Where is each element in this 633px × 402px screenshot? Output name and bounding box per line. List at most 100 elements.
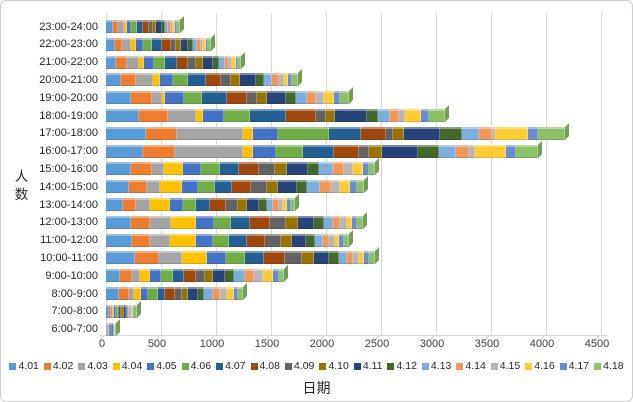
bar-segment: [196, 233, 213, 247]
bar-segment: [132, 233, 150, 247]
bar-segment: [538, 126, 565, 140]
bar-segment: [386, 126, 394, 140]
bar-segment: [120, 269, 133, 283]
bar-segment: [110, 322, 112, 336]
bar-segment: [356, 215, 364, 229]
bar-segment: [109, 322, 110, 336]
bar-segment: [235, 55, 238, 69]
x-tick-label: 4000: [529, 338, 555, 350]
bar-segment: [130, 304, 132, 318]
x-tick-label: 4500: [584, 338, 610, 350]
bar-segment: [253, 126, 278, 140]
category-label: 18:00-19:00: [39, 109, 98, 122]
bar-segment: [159, 73, 174, 87]
bar-segment: [244, 251, 265, 265]
bar-segment: [334, 233, 340, 247]
bar-segment: [175, 20, 177, 33]
bar-segment: [106, 233, 133, 247]
bar-segment: [361, 126, 387, 140]
bar-row: [106, 105, 449, 122]
bar-segment: [134, 287, 141, 300]
x-axis-title: 日期: [302, 380, 331, 396]
bar-segment: [283, 198, 288, 211]
bar-segment: [277, 126, 330, 140]
legend: 4.01 4.02 4.03 4.04 4.05 4.06 4.07 4.08 4.09 4.10…: [1, 360, 632, 372]
bar-segment: [187, 287, 198, 300]
bar-segment: [231, 215, 251, 229]
category-label: 8:00-9:00: [51, 287, 98, 300]
bar-segment: [234, 287, 239, 300]
bar-segment: [200, 37, 204, 51]
bar-segment: [202, 109, 224, 122]
bar-segment: [237, 55, 242, 69]
bar-3d-cap: [363, 211, 368, 229]
bar-segment: [229, 55, 233, 69]
legend-item: 4.09: [284, 360, 315, 372]
bar-segment: [290, 198, 296, 211]
bar-segment: [134, 304, 137, 318]
bar-segment: [156, 20, 162, 33]
bar-segment: [232, 180, 252, 194]
bar-segment: [278, 73, 285, 87]
bar-segment: [334, 109, 367, 122]
legend-label: 4.03: [87, 360, 108, 372]
bar-segment: [440, 126, 463, 140]
bar-row: [106, 122, 569, 140]
bar-segment: [203, 37, 206, 51]
bar-segment: [239, 162, 259, 176]
legend-item: 4.16: [525, 360, 555, 372]
bar-segment: [340, 91, 349, 105]
bar-segment: [269, 215, 287, 229]
bar-segment: [316, 91, 324, 105]
bar-3d-cap: [349, 229, 353, 247]
bar-segment: [393, 126, 405, 140]
bar-segment: [123, 304, 126, 318]
bar-segment: [256, 91, 267, 105]
bar-segment: [159, 180, 182, 194]
legend-label: 4.09: [293, 360, 315, 372]
legend-label: 4.04: [121, 360, 143, 372]
bar-segment: [196, 109, 203, 122]
bar-segment: [110, 304, 113, 318]
bar-segment: [238, 287, 244, 300]
bar-segment: [146, 180, 160, 194]
legend-label: 4.01: [18, 360, 39, 372]
legend-item: 4.03: [78, 360, 108, 372]
bar-segment: [175, 287, 182, 300]
bar-row: [106, 176, 369, 194]
bar-row: [106, 158, 380, 176]
bar-segment: [332, 162, 344, 176]
bar-segment: [128, 304, 131, 318]
bar-segment: [112, 20, 119, 33]
x-axis-line: [99, 335, 607, 336]
bar-row: [106, 140, 543, 158]
bar-segment: [125, 304, 128, 318]
bar-segment: [246, 198, 259, 211]
bar-3d-cap: [243, 283, 248, 300]
bar-row: [106, 194, 300, 211]
bar-segment: [149, 233, 170, 247]
legend-label: 4.06: [190, 360, 212, 372]
bar-segment: [346, 251, 354, 265]
legend-label: 4.05: [156, 360, 177, 372]
legend-swatch: [147, 362, 155, 370]
category-label: 7:00-8:00: [51, 305, 98, 318]
bar-segment: [200, 162, 221, 176]
bar-segment: [183, 269, 196, 283]
bar-segment: [368, 251, 376, 265]
bar-segment: [196, 55, 203, 69]
x-tick-label: 2000: [309, 338, 335, 350]
bar-segment: [177, 55, 189, 69]
legend-label: 4.08: [259, 360, 280, 372]
bar-segment: [492, 126, 496, 140]
bar-segment: [278, 269, 285, 283]
bar-row: [106, 51, 246, 69]
bar-3d-cap: [375, 247, 380, 265]
bar-segment: [213, 215, 232, 229]
bar-3d-cap: [348, 87, 353, 105]
bar-segment: [131, 215, 150, 229]
category-label: 16:00-17:00: [39, 145, 98, 158]
bar-segment: [170, 20, 174, 33]
legend-swatch: [319, 362, 327, 370]
